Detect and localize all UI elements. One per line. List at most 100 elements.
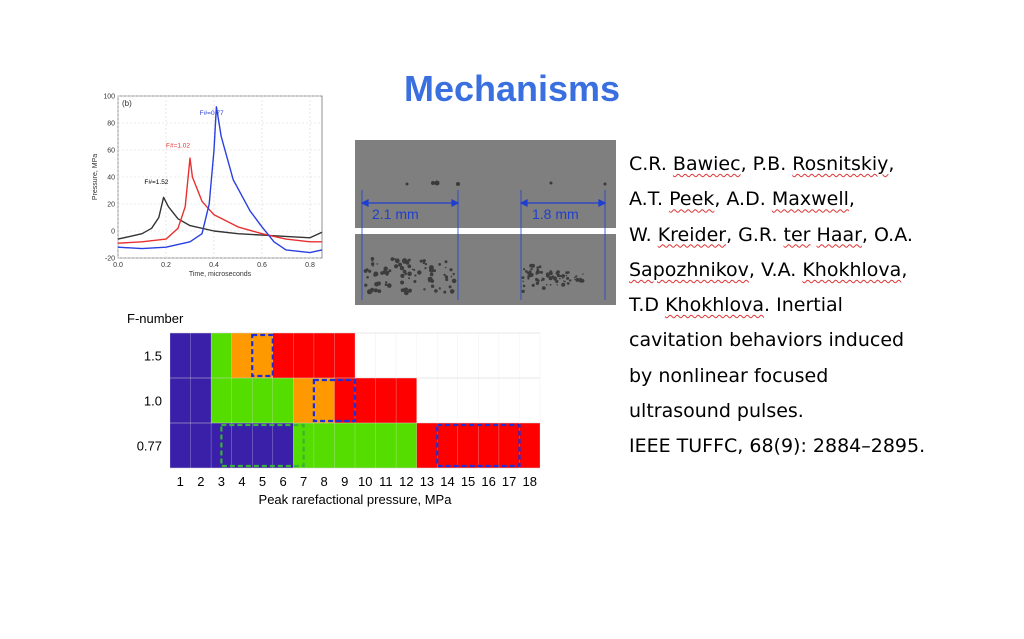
citation-text-run: , G.R. bbox=[726, 223, 784, 246]
bubble bbox=[567, 271, 570, 274]
y-axis-label: F-number bbox=[127, 311, 184, 326]
citation-text-run: , O.A. bbox=[861, 223, 913, 246]
citation-text-run: , bbox=[848, 188, 855, 211]
x-tick-label: 14 bbox=[440, 474, 454, 489]
y-tick-label: 1.5 bbox=[144, 349, 162, 364]
y-tick-label: 20 bbox=[107, 202, 115, 209]
bubble bbox=[438, 263, 442, 266]
bubble bbox=[551, 275, 555, 279]
x-tick-label: 0.6 bbox=[257, 262, 267, 269]
x-tick-label: 5 bbox=[259, 474, 266, 489]
y-tick-label: 100 bbox=[103, 94, 115, 101]
bubble bbox=[563, 280, 565, 282]
regime-cell bbox=[211, 333, 232, 378]
bubble bbox=[438, 287, 441, 290]
bubble bbox=[429, 272, 434, 277]
bubble bbox=[422, 261, 425, 265]
citation-line: T.D Khokhlova. Inertial bbox=[629, 288, 1019, 323]
bubble bbox=[402, 269, 407, 274]
citation-name: Sapozhnikov bbox=[629, 258, 749, 281]
highlight-box bbox=[220, 423, 305, 468]
x-tick-label: 0.0 bbox=[113, 262, 123, 269]
panel-label: (b) bbox=[122, 99, 132, 108]
bubble bbox=[385, 270, 390, 275]
x-tick-label: 0.8 bbox=[305, 262, 315, 269]
bubble bbox=[575, 275, 578, 278]
bubble bbox=[366, 276, 369, 279]
bubble bbox=[527, 277, 530, 279]
bubble bbox=[407, 271, 412, 277]
bubble bbox=[568, 279, 571, 282]
bubble bbox=[427, 276, 433, 282]
photo-spots-top bbox=[405, 180, 607, 186]
highlight-box bbox=[436, 423, 521, 468]
bubble bbox=[556, 273, 560, 278]
y-tick-label: 1.0 bbox=[144, 394, 162, 409]
x-tick-label: 4 bbox=[238, 474, 245, 489]
x-tick-label: 16 bbox=[481, 474, 495, 489]
bubble bbox=[541, 277, 545, 281]
citation-text-run: T.D bbox=[629, 294, 666, 317]
bubble bbox=[443, 273, 446, 277]
citation-text-run: , bbox=[888, 153, 895, 175]
citation-text-run: . Inertial bbox=[764, 294, 843, 317]
x-tick-label: 3 bbox=[218, 474, 225, 489]
bubble bbox=[390, 257, 395, 261]
bubble bbox=[531, 283, 535, 287]
bubble bbox=[430, 284, 435, 288]
bubble bbox=[419, 259, 423, 263]
photo-measure-right bbox=[519, 190, 607, 300]
bubble bbox=[525, 270, 528, 273]
series-label: F#=1.02 bbox=[166, 142, 190, 149]
bubble bbox=[540, 279, 543, 282]
citation-text-run: cavitation behaviors induced bbox=[629, 329, 905, 352]
bubble bbox=[424, 267, 427, 270]
y-tick-label: -20 bbox=[105, 256, 115, 263]
photo-measure-left bbox=[360, 190, 460, 300]
x-tick-label: 6 bbox=[279, 474, 286, 489]
bubble bbox=[400, 288, 405, 292]
x-tick-label: 7 bbox=[300, 474, 307, 489]
bubble bbox=[411, 268, 414, 271]
bubble bbox=[536, 268, 539, 271]
citation-text-run: , P.B. bbox=[740, 153, 793, 175]
bubble bbox=[377, 289, 382, 293]
citation-name: Khokhlova bbox=[665, 294, 765, 317]
citation-text-run: C.R. bbox=[629, 153, 673, 175]
bubble bbox=[535, 277, 539, 282]
photo-background bbox=[355, 140, 616, 305]
x-tick-label: 17 bbox=[502, 474, 516, 489]
citation-name: Khokhlova bbox=[802, 258, 902, 281]
bubble bbox=[424, 262, 428, 266]
bubble bbox=[448, 285, 452, 289]
series-line bbox=[117, 157, 322, 244]
bubble bbox=[530, 267, 533, 271]
x-tick-label: 1 bbox=[177, 474, 184, 489]
x-tick-label: 8 bbox=[321, 474, 328, 489]
x-tick-label: 9 bbox=[341, 474, 348, 489]
bubble bbox=[368, 269, 372, 273]
bubble bbox=[574, 276, 576, 279]
bubble bbox=[367, 289, 372, 295]
y-tick-label: 0.77 bbox=[137, 439, 162, 454]
pressure-waveform-chart: -20 0 20 40 60 80 100 0.0 0.2 0.4 0.6 0.8 Time, micr… bbox=[92, 94, 323, 278]
x-tick-label: 12 bbox=[399, 474, 413, 489]
bubble bbox=[371, 262, 375, 266]
bubble bbox=[521, 276, 525, 279]
bubble bbox=[371, 290, 374, 293]
x-axis-label: Peak rarefactional pressure, MPa bbox=[259, 492, 453, 507]
bubble bbox=[399, 266, 405, 271]
bubble bbox=[540, 270, 543, 274]
bubble bbox=[393, 258, 396, 260]
bubble bbox=[549, 271, 553, 276]
bubble bbox=[565, 274, 568, 277]
bubble bbox=[527, 273, 530, 275]
bubble bbox=[538, 265, 542, 269]
bubble bbox=[574, 278, 576, 281]
bubble bbox=[535, 281, 540, 285]
bubble bbox=[373, 288, 378, 293]
bubble bbox=[398, 262, 402, 267]
bubble bbox=[566, 276, 570, 280]
bubble bbox=[452, 272, 455, 276]
bubble bbox=[564, 280, 566, 283]
